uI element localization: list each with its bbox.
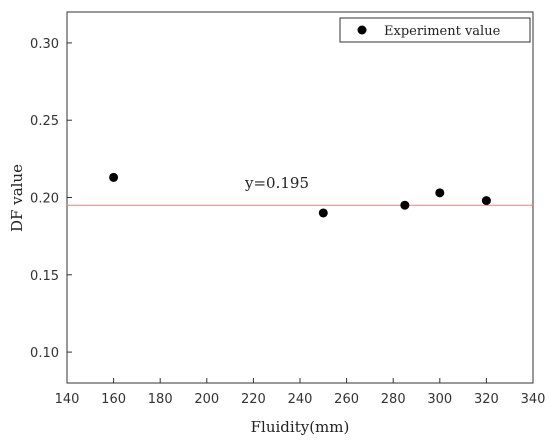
legend: Experiment value — [339, 17, 531, 43]
legend-entry-label: Experiment value — [384, 24, 501, 39]
data-point — [435, 188, 445, 198]
x-tick-label: 140 — [55, 392, 80, 407]
x-tick-label: 340 — [521, 392, 546, 407]
legend-marker — [357, 25, 367, 35]
x-tick-label: 200 — [194, 392, 219, 407]
x-tick-label: 160 — [101, 392, 126, 407]
reference-line-annotation: y=0.195 — [244, 174, 309, 192]
y-tick-label: 0.10 — [30, 346, 59, 361]
y-axis-ticks: 0.10 0.15 0.20 0.25 0.30 — [30, 37, 72, 361]
y-axis-title: DF value — [8, 164, 26, 232]
x-tick-label: 180 — [148, 392, 173, 407]
x-tick-label: 280 — [381, 392, 406, 407]
x-axis-title: Fluidity(mm) — [251, 418, 350, 436]
data-point — [109, 172, 119, 182]
data-points — [109, 172, 491, 218]
y-tick-label: 0.30 — [30, 37, 59, 52]
x-tick-label: 240 — [288, 392, 313, 407]
x-tick-label: 260 — [334, 392, 359, 407]
y-tick-label: 0.20 — [30, 192, 59, 207]
data-point — [400, 200, 410, 210]
data-point — [481, 196, 491, 206]
data-point — [318, 208, 328, 218]
x-tick-label: 320 — [474, 392, 499, 407]
plot-frame — [66, 11, 534, 384]
y-tick-label: 0.15 — [30, 269, 59, 284]
legend-box — [339, 17, 531, 43]
x-tick-label: 300 — [427, 392, 452, 407]
x-tick-label: 220 — [241, 392, 266, 407]
y-tick-label: 0.25 — [30, 114, 59, 129]
x-axis-ticks: 140 160 180 200 220 240 260 280 300 320 340 — [55, 378, 546, 407]
